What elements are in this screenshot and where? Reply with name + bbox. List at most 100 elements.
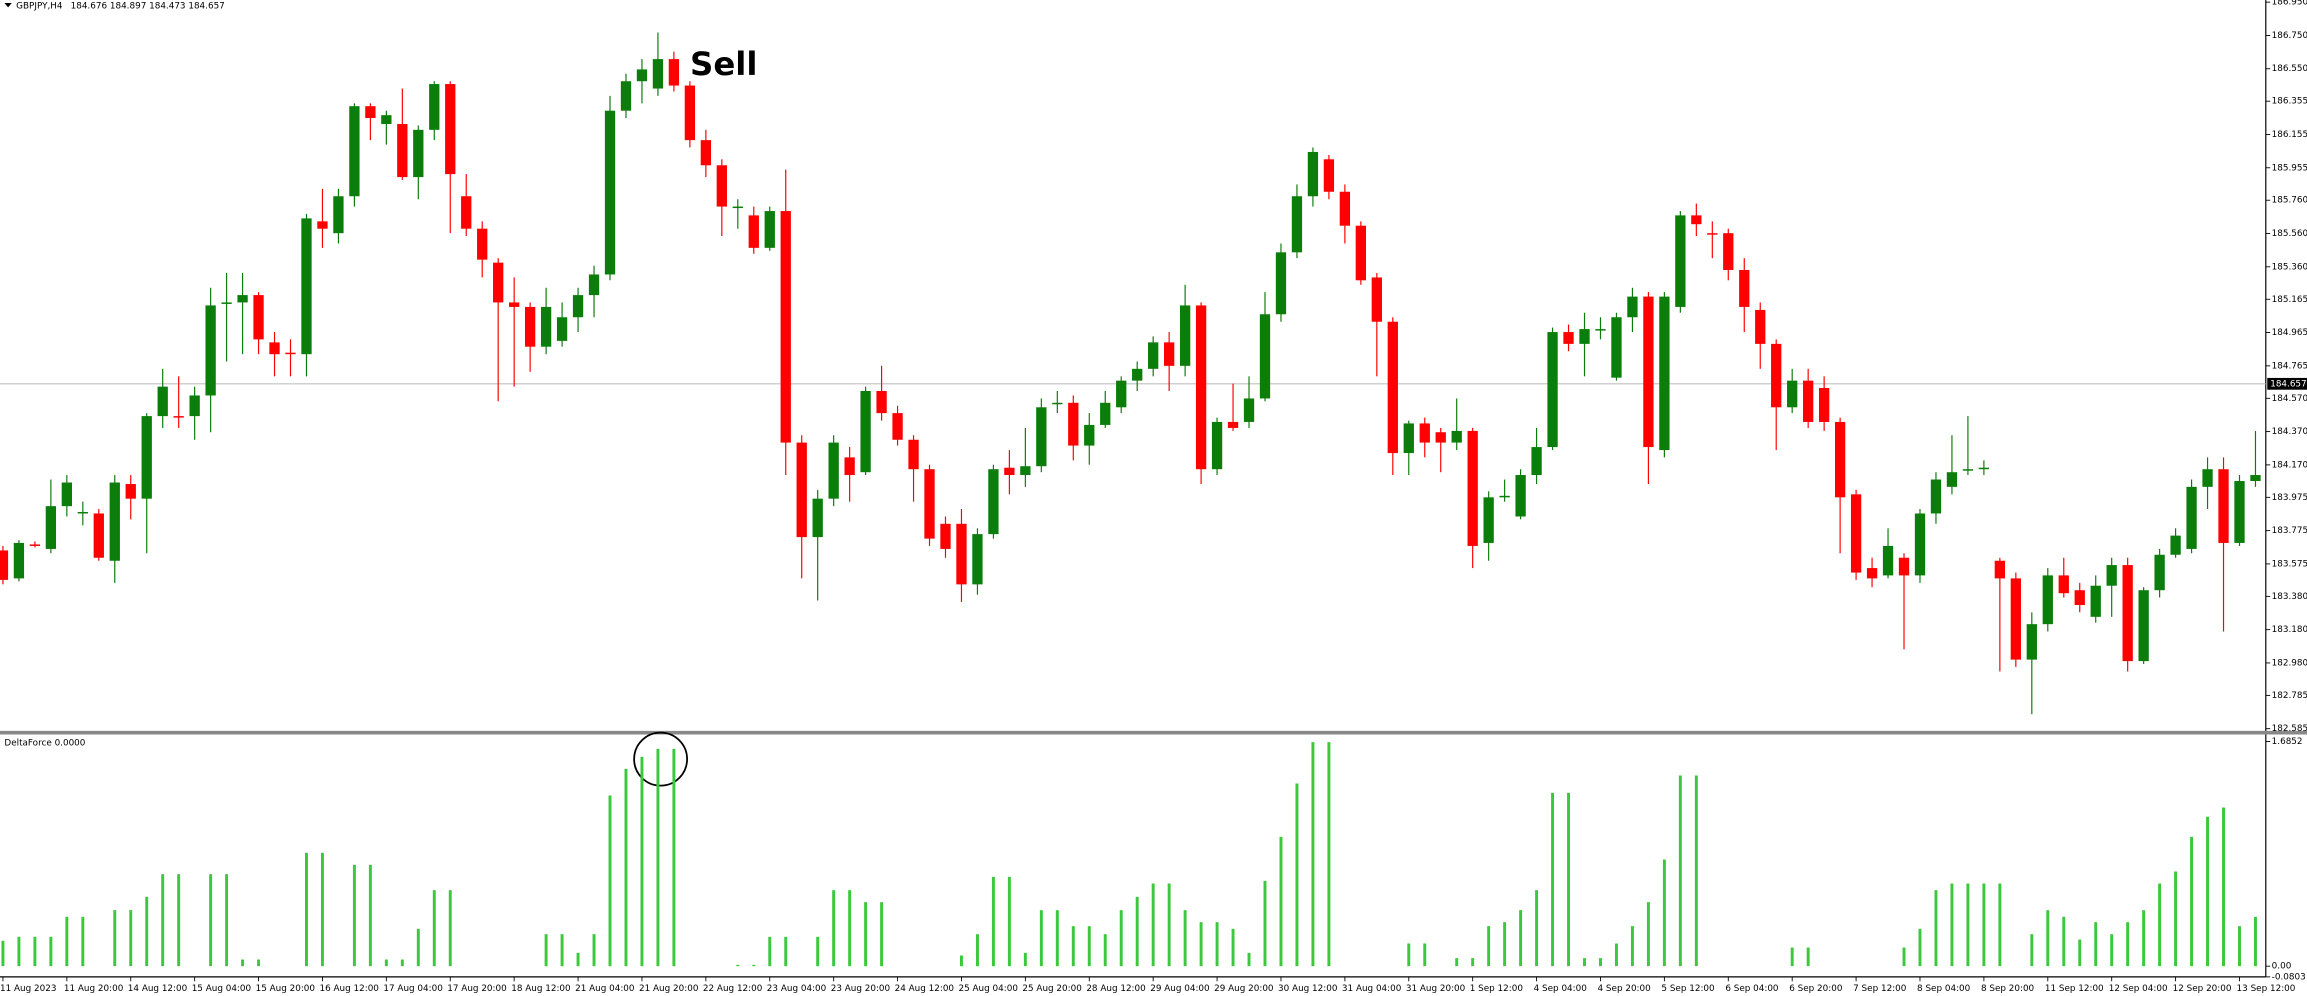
candle-body xyxy=(940,523,951,549)
candle-body xyxy=(988,469,999,535)
sell-annotation: Sell xyxy=(690,45,757,83)
candle-body xyxy=(1451,430,1462,443)
candle-body xyxy=(1850,494,1862,573)
candle-body xyxy=(2074,590,2085,606)
indicator-bar xyxy=(17,936,21,967)
indicator-bar xyxy=(1295,783,1299,967)
x-tick-label: 7 Sep 12:00 xyxy=(1853,984,1907,994)
indicator-bar xyxy=(2158,883,2162,967)
y-tick-label: 186.750 xyxy=(2272,31,2307,41)
candle-body xyxy=(1962,469,1974,471)
indicator-bar xyxy=(1231,928,1235,967)
candle-body xyxy=(45,506,57,549)
indicator-bar xyxy=(1662,859,1666,967)
indicator-bar xyxy=(1966,883,1970,967)
indicator-bar xyxy=(320,852,324,967)
y-tick-label: 184.965 xyxy=(2272,328,2307,338)
candle-body xyxy=(2042,575,2053,625)
candle-body xyxy=(285,352,296,355)
indicator-bar xyxy=(1902,947,1906,967)
candle-body xyxy=(1179,305,1191,366)
candle-body xyxy=(1291,196,1303,253)
indicator-bar xyxy=(1519,910,1523,967)
indicator-bar xyxy=(1407,943,1411,967)
indicator-bar xyxy=(1678,775,1682,967)
candle-body xyxy=(2234,481,2245,543)
x-tick-label: 17 Aug 20:00 xyxy=(447,984,507,994)
candle-body xyxy=(93,513,104,558)
candle-body xyxy=(2250,475,2261,482)
candle-body xyxy=(61,482,72,507)
indicator-bar xyxy=(1503,922,1507,967)
x-tick-label: 11 Aug 20:00 xyxy=(64,984,124,994)
y-tick-label: 183.975 xyxy=(2272,493,2307,503)
indicator-bar xyxy=(752,964,756,967)
indicator-bar xyxy=(816,936,820,967)
candle-body xyxy=(1898,557,1910,576)
x-tick-label: 16 Aug 12:00 xyxy=(320,984,380,994)
menu-arrow[interactable] xyxy=(4,2,12,8)
candle-body xyxy=(1148,342,1159,369)
indicator-bar xyxy=(1583,958,1586,967)
candle-body xyxy=(477,228,488,260)
candle-body xyxy=(2186,486,2197,549)
candle-body xyxy=(253,295,264,340)
x-tick-label: 4 Sep 20:00 xyxy=(1598,984,1652,994)
indicator-bar xyxy=(129,910,133,967)
indicator-title: DeltaForce 0.0000 xyxy=(4,738,85,748)
candle-body xyxy=(1243,398,1255,422)
indicator-bar xyxy=(1263,880,1267,967)
x-tick-label: 13 Sep 12:00 xyxy=(2237,984,2296,994)
candle-body xyxy=(1771,343,1782,408)
candle-body xyxy=(0,550,9,580)
indicator-bar xyxy=(1215,922,1219,967)
candle-body xyxy=(1691,215,1702,225)
x-tick-label: 28 Aug 12:00 xyxy=(1086,984,1146,994)
indicator-bar xyxy=(2142,910,2146,967)
indicator-bar xyxy=(2078,939,2082,967)
candle-body xyxy=(1116,380,1127,408)
candle-body xyxy=(1195,305,1207,470)
y-tick-label: 182.980 xyxy=(2272,658,2307,668)
candle-body xyxy=(748,215,759,248)
x-tick-label: 15 Aug 20:00 xyxy=(256,984,316,994)
y-tick-label: 0.00 xyxy=(2272,962,2292,972)
indicator-bar xyxy=(768,936,772,967)
y-tick-label: 1.6852 xyxy=(2272,737,2303,747)
candle-body xyxy=(2090,585,2101,617)
y-tick-label: 183.380 xyxy=(2272,592,2307,602)
candle-body xyxy=(1755,309,1766,344)
candle-body xyxy=(668,59,680,86)
candle-body xyxy=(2106,565,2117,586)
indicator-bar xyxy=(400,959,404,967)
candle-body xyxy=(301,218,312,355)
indicator-bar xyxy=(2174,871,2178,967)
candle-body xyxy=(652,59,664,89)
x-tick-label: 4 Sep 04:00 xyxy=(1534,984,1588,994)
candle-body xyxy=(620,81,632,111)
candle-body xyxy=(349,106,360,197)
candle-body xyxy=(205,305,216,396)
x-tick-label: 23 Aug 04:00 xyxy=(767,984,827,994)
candle-body xyxy=(2010,578,2021,660)
candle-body xyxy=(1052,402,1063,405)
x-tick-label: 31 Aug 04:00 xyxy=(1342,984,1402,994)
x-tick-label: 6 Sep 20:00 xyxy=(1789,984,1843,994)
y-tick-label: 184.370 xyxy=(2272,427,2307,437)
indicator-bar xyxy=(1103,934,1107,967)
x-tick-label: 25 Aug 20:00 xyxy=(1022,984,1082,994)
indicator-bar xyxy=(177,874,181,967)
candle-body xyxy=(588,274,600,296)
indicator-bar xyxy=(241,959,245,967)
candle-body xyxy=(381,115,392,125)
candle-body xyxy=(1547,332,1558,448)
indicator-bar xyxy=(736,964,740,967)
candle-body xyxy=(1531,447,1542,476)
indicator-bar xyxy=(65,916,69,967)
candle-body xyxy=(876,390,887,414)
x-tick-label: 11 Sep 12:00 xyxy=(2045,984,2104,994)
indicator-bar xyxy=(1934,890,1938,967)
candle-body xyxy=(125,484,136,499)
candle-body xyxy=(237,295,248,303)
